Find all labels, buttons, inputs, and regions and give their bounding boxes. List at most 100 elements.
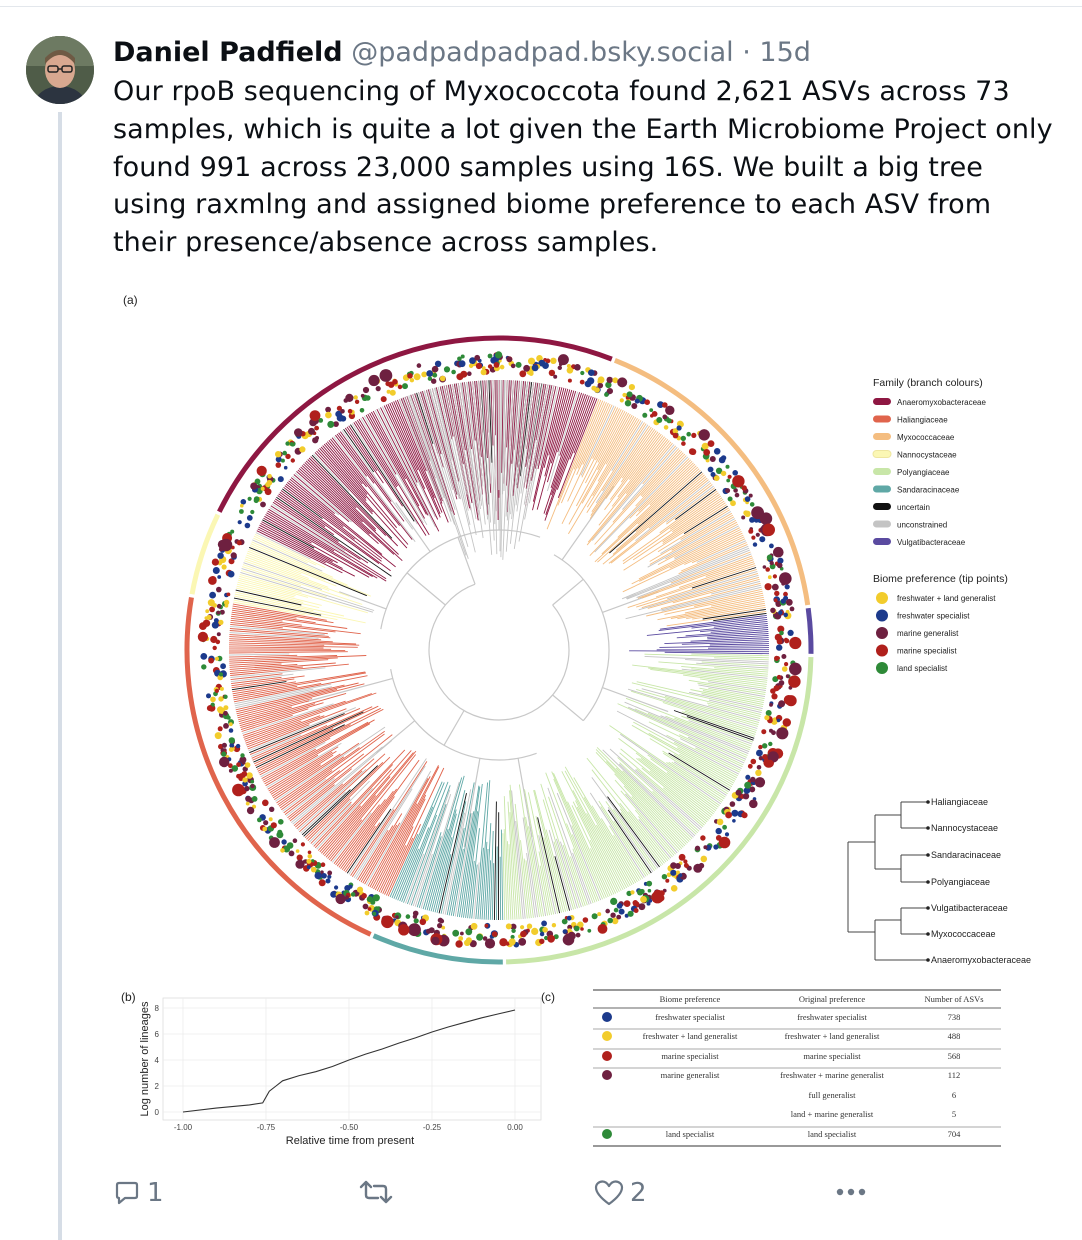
more-options-icon (836, 1188, 866, 1196)
biome-legend-title: Biome preference (tip points) (873, 573, 1008, 585)
table-row-dot (602, 1012, 612, 1022)
family-cladogram: Haliangiaceae Nannocystaceae Sandaracinace… (847, 797, 1031, 965)
family-legend-swatch (873, 520, 891, 528)
reply-icon (115, 1181, 139, 1205)
family-legend-swatch (873, 398, 891, 405)
family-legend-label: Anaeromyxobacteraceae (897, 398, 986, 407)
tree-tip-points (197, 351, 802, 949)
table-cell-count: 488 (948, 1031, 961, 1041)
table-cell-count: 6 (952, 1090, 956, 1100)
biome-legend-label: freshwater + land generalist (897, 594, 996, 603)
cladogram-tip (926, 906, 930, 910)
table-cell-original: freshwater specialist (797, 1012, 867, 1022)
family-outer-ring (184, 335, 814, 965)
table-cell-biome: marine specialist (661, 1051, 719, 1061)
panel-b-label: (b) (121, 990, 136, 1004)
table-cell-count: 5 (952, 1109, 956, 1119)
family-legend-label: Nannocystaceae (897, 451, 957, 460)
biome-legend-dot (876, 592, 888, 604)
table-cell-original: full generalist (809, 1090, 857, 1100)
ltt-y-tick: 2 (155, 1082, 160, 1091)
biome-legend-dot (876, 609, 888, 622)
panel-a-label: (a) (123, 293, 138, 307)
author-name[interactable]: Daniel Padfield (113, 37, 343, 68)
like-count: 2 (630, 1178, 647, 1208)
table-cell-original: marine specialist (803, 1051, 861, 1061)
tree-branches (228, 379, 770, 921)
ltt-chart: -1.00 -0.75 -0.50 -0.25 0.00 0 2 4 6 8 Relative t… (139, 997, 542, 1147)
ltt-y-tick: 4 (155, 1056, 160, 1065)
cladogram-leaf-label: Sandaracinaceae (931, 850, 1001, 860)
cladogram-leaf-label: Haliangiaceae (931, 797, 988, 807)
ltt-x-tick: -0.25 (423, 1123, 442, 1132)
family-legend-label: unconstrained (897, 521, 947, 530)
table-row: marine specialist marine specialist 568 (602, 1051, 960, 1061)
family-legend-title: Family (branch colours) (873, 377, 983, 389)
figure-svg: (a) Family (branch colours) Anaeromyxoba… (121, 293, 1031, 1147)
biome-legend-label: land specialist (897, 664, 948, 673)
table-cell-count: 568 (948, 1051, 961, 1061)
family-legend-swatch (873, 538, 891, 545)
family-legend-label: uncertain (897, 503, 930, 512)
cladogram-leaf-label: Vulgatibacteraceae (931, 903, 1008, 913)
post-figure[interactable]: (a) Family (branch colours) Anaeromyxoba… (113, 282, 1053, 1162)
table-header-cell: Biome preference (660, 994, 721, 1004)
table-header-cell: Original preference (799, 994, 866, 1004)
ltt-x-tick: 0.00 (507, 1123, 523, 1132)
post-header: Daniel Padfield @padpadpadpad.bsky.socia… (113, 35, 811, 71)
panel-c-label: (c) (541, 990, 555, 1004)
top-divider (0, 6, 1082, 7)
table-cell-original: freshwater + marine generalist (780, 1070, 884, 1080)
like-button[interactable]: 2 (594, 1178, 647, 1208)
table-row: marine generalist freshwater + marine gen… (602, 1070, 960, 1080)
author-handle[interactable]: @padpadpadpad.bsky.social (351, 37, 734, 68)
repost-icon (359, 1180, 393, 1204)
biome-legend-dot (876, 662, 888, 674)
table-row-dot (602, 1129, 612, 1139)
table-row: freshwater + land generalist freshwater +… (602, 1031, 960, 1041)
cladogram-tip (926, 958, 930, 962)
table-cell-biome: marine generalist (661, 1070, 720, 1080)
ltt-y-tick: 0 (155, 1108, 160, 1117)
biome-legend: Biome preference (tip points) freshwater… (873, 573, 1008, 674)
ltt-series-line (182, 1009, 516, 1113)
table-row-dot (602, 1051, 612, 1061)
cladogram-tip (926, 880, 930, 884)
biome-legend-dot (876, 644, 888, 657)
reply-button[interactable]: 1 (113, 1178, 164, 1208)
phylogenetic-tree (184, 335, 814, 965)
family-legend-swatch (873, 415, 891, 423)
post-text: Our rpoB sequencing of Myxococcota found… (113, 76, 1053, 259)
ltt-x-tick: -0.50 (340, 1123, 359, 1132)
ltt-y-tick: 8 (155, 1004, 160, 1013)
biome-legend-label: freshwater specialist (897, 612, 970, 621)
table-row: full generalist 6 (809, 1090, 957, 1100)
avatar[interactable] (26, 36, 94, 104)
heart-icon (594, 1180, 624, 1206)
family-legend-label: Haliangiaceae (897, 416, 948, 425)
post-age[interactable]: 15d (759, 37, 811, 68)
table-cell-original: land + marine generalist (791, 1109, 874, 1119)
more-options-button[interactable] (834, 1178, 868, 1206)
family-legend-swatch (873, 433, 891, 440)
cladogram-leaf-label: Myxococcaceae (931, 929, 996, 939)
family-legend-label: Myxococcaceae (897, 433, 955, 442)
table-cell-count: 704 (948, 1129, 962, 1139)
cladogram-leaf-label: Nannocystaceae (931, 823, 998, 833)
cladogram-tip (926, 932, 930, 936)
ltt-y-label: Log number of lineages (139, 1001, 151, 1116)
table-row: land + marine generalist 5 (791, 1109, 956, 1119)
biome-legend-dot (876, 627, 888, 639)
repost-button[interactable] (358, 1178, 394, 1206)
tree-backbone (305, 460, 669, 848)
family-legend-swatch (873, 503, 891, 510)
cladogram-tip (926, 826, 930, 830)
family-legend-label: Sandaracinaceae (897, 486, 960, 495)
ltt-x-tick: -0.75 (257, 1123, 276, 1132)
biome-legend-label: marine specialist (897, 647, 957, 656)
table-cell-biome: land specialist (666, 1129, 715, 1139)
cladogram-tip (926, 800, 930, 804)
table-cell-biome: freshwater + land generalist (643, 1031, 738, 1041)
cladogram-leaf-label: Anaeromyxobacteraceae (931, 955, 1031, 965)
family-legend-swatch (872, 450, 892, 458)
